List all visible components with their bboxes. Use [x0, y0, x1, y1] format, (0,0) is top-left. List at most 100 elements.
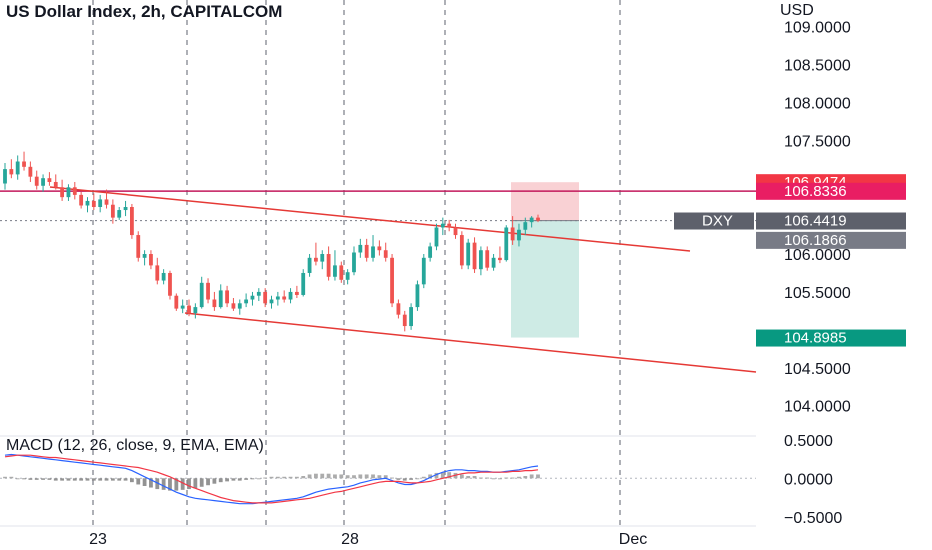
candle-body-2 [15, 161, 20, 175]
candle-body-3 [22, 161, 26, 167]
candle-body-83 [529, 217, 534, 223]
macd-hist-bar-63 [402, 478, 407, 481]
macd-hist-bar-54 [345, 475, 350, 479]
candle-body-78 [498, 257, 502, 261]
macd-hist-bar-70 [447, 472, 452, 479]
take-profit-zone [511, 220, 579, 338]
candle-body-1 [9, 169, 14, 175]
macd-hist-bar-84 [536, 474, 540, 479]
price-tick-1: 108.5000 [784, 57, 851, 74]
candle-body-16 [104, 199, 109, 205]
candle-body-39 [250, 295, 255, 300]
candle-body-18 [117, 210, 122, 218]
signal-line [4, 454, 539, 504]
macd-hist-bar-80 [510, 477, 515, 479]
candle-body-13 [85, 200, 90, 206]
macd-hist-bar-8 [53, 478, 58, 481]
macd-hist-bar-72 [459, 474, 464, 479]
candle-body-10 [66, 187, 71, 198]
candle-body-47 [301, 272, 306, 295]
macd-hist-bar-22 [142, 478, 147, 486]
candle-body-36 [231, 303, 236, 309]
candle-body-15 [98, 199, 103, 208]
candle-body-4 [28, 166, 33, 177]
macd-tick-1: 0.0000 [784, 471, 833, 488]
candle-body-60 [383, 250, 388, 258]
price-tick-2: 108.0000 [784, 95, 851, 112]
candle-body-27 [174, 295, 179, 309]
candle-body-19 [123, 207, 128, 211]
drawing-lines[interactable] [0, 186, 757, 373]
price-axis-labels: 109.0000 108.5000 108.0000 107.5000 106.0000… [784, 20, 851, 527]
price-axis-panel[interactable] [756, 0, 932, 550]
macd-hist-bar-34 [218, 478, 223, 483]
chart-title[interactable]: US Dollar Index, 2h, CAPITALCOM [6, 2, 283, 21]
macd-hist-bar-79 [504, 477, 509, 479]
macd-hist-bar-64 [409, 478, 413, 480]
macd-hist-bar-32 [206, 478, 210, 486]
macd-hist-bar-12 [79, 478, 84, 481]
candle-body-62 [396, 303, 401, 315]
macd-hist-bar-27 [174, 478, 179, 491]
macd-hist-bar-49 [314, 473, 318, 479]
macd-hist-bar-33 [212, 478, 217, 484]
candle-body-28 [180, 305, 185, 309]
candle-body-81 [517, 229, 521, 241]
candle-body-68 [434, 227, 439, 247]
candle-body-67 [428, 246, 433, 258]
candle-body-74 [472, 242, 477, 270]
candle-body-12 [79, 194, 84, 206]
price-tick-6: 104.5000 [784, 361, 851, 378]
candle-body-40 [256, 291, 261, 296]
time-label-2: Dec [619, 531, 647, 548]
time-axis-labels: 23 28 Dec [89, 531, 647, 548]
macd-hist-bar-65 [415, 478, 420, 480]
candle-body-46 [294, 291, 299, 295]
candle-body-55 [352, 252, 356, 273]
candle-body-79 [504, 227, 509, 261]
macd-hist-bar-18 [117, 478, 122, 481]
price-badge-text-3: 106.1866 [784, 232, 847, 249]
candle-body-14 [91, 200, 96, 208]
macd-hist-bar-38 [244, 478, 249, 480]
macd-hist-bar-25 [161, 478, 166, 490]
macd-hist-bar-1 [9, 476, 14, 479]
price-badge-text-1: 106.8336 [784, 183, 847, 200]
candle-body-72 [459, 235, 464, 266]
candle-body-45 [288, 291, 293, 300]
macd-hist-bar-47 [301, 476, 306, 479]
candle-body-52 [333, 265, 337, 277]
candle-body-50 [320, 254, 325, 262]
candle-body-65 [415, 284, 420, 308]
macd-tick-2: −0.5000 [784, 510, 842, 527]
price-tick-5: 105.5000 [784, 285, 851, 302]
candle-body-43 [275, 296, 280, 300]
time-label-0: 23 [89, 531, 107, 548]
macd-hist-bar-59 [377, 475, 382, 479]
candle-body-33 [212, 299, 217, 308]
macd-hist-bar-76 [485, 477, 490, 479]
macd-hist-bar-31 [199, 478, 204, 487]
currency-label[interactable]: USD [780, 2, 814, 19]
macd-legend[interactable]: MACD (12, 26, close, 9, EMA, EMA) [6, 437, 264, 454]
macd-hist-bar-67 [428, 474, 433, 479]
macd-hist-bar-15 [98, 478, 103, 481]
macd-hist-bar-26 [168, 478, 172, 491]
candle-body-11 [72, 187, 77, 195]
macd-hist-bar-57 [364, 474, 369, 479]
macd-hist-bar-77 [491, 478, 496, 480]
macd-hist-bar-58 [371, 474, 375, 479]
macd-hist-bar-43 [275, 476, 280, 479]
macd-hist-bar-81 [517, 476, 521, 479]
macd-hist-bar-61 [390, 477, 394, 479]
price-tick-0: 109.0000 [784, 20, 851, 37]
candle-body-41 [263, 291, 268, 304]
macd-hist-bar-78 [498, 478, 502, 480]
macd-hist-bar-48 [307, 474, 312, 479]
candle-body-80 [510, 227, 515, 241]
macd-hist-bar-53 [339, 474, 344, 479]
candle-body-35 [225, 290, 229, 304]
grid-layer [92, 0, 621, 526]
